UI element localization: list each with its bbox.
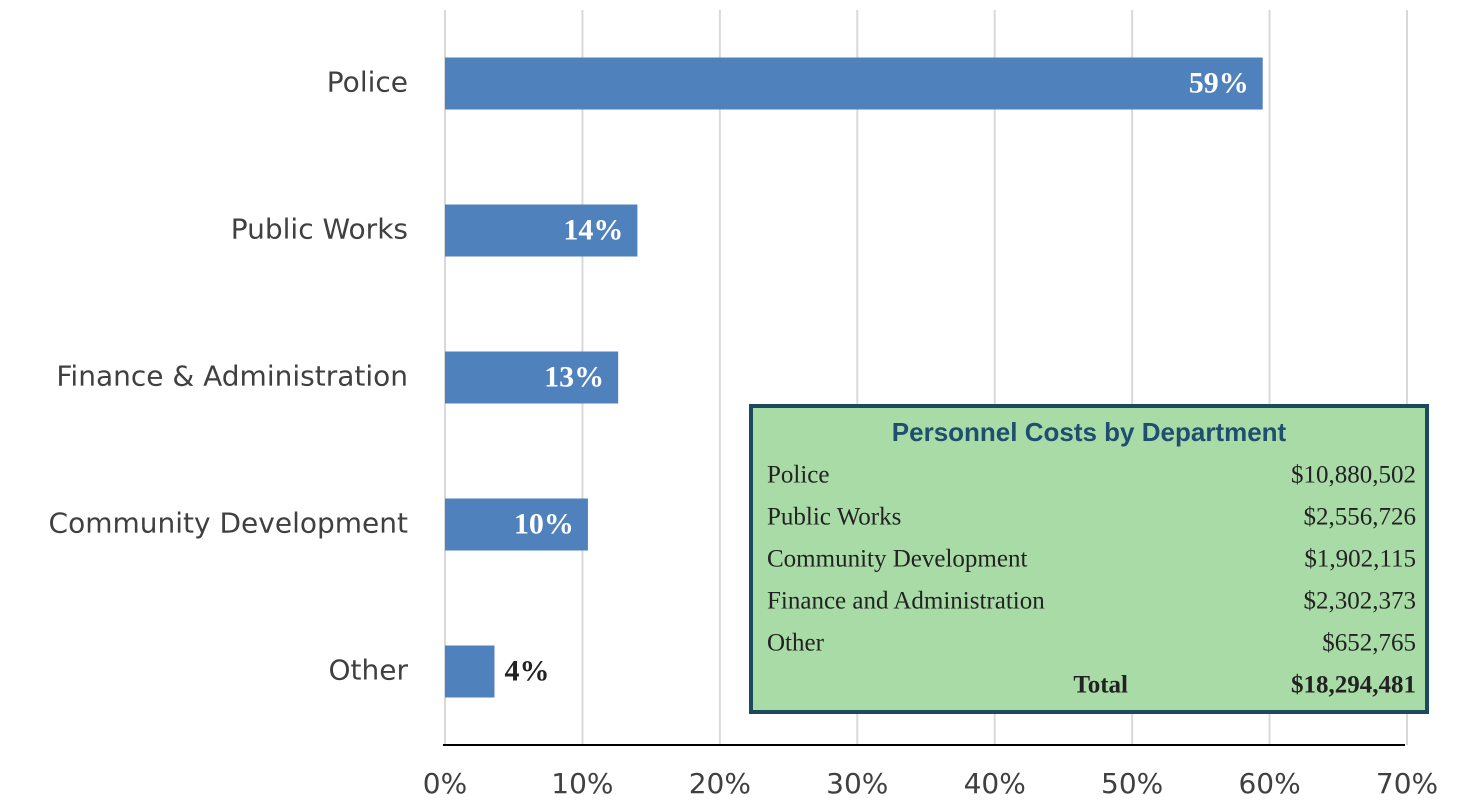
- table-box: [749, 404, 1429, 714]
- category-label: Finance & Administration: [56, 360, 408, 393]
- table-amount: $2,302,373: [1304, 588, 1417, 615]
- bar: [445, 351, 619, 404]
- x-tick-label: 70%: [1376, 767, 1438, 800]
- data-label: 4%: [504, 654, 549, 687]
- bar: [445, 204, 638, 257]
- x-tick-label: 60%: [1238, 767, 1300, 800]
- x-tick-label: 10%: [551, 767, 613, 800]
- category-label: Community Development: [49, 507, 408, 540]
- bar: [445, 645, 495, 698]
- table-name: Public Works: [767, 504, 901, 531]
- table-total-amount: $18,294,481: [1291, 672, 1416, 699]
- table-name: Community Development: [767, 546, 1027, 573]
- x-tick-label: 0%: [423, 767, 467, 800]
- bar: [445, 57, 1263, 110]
- category-label: Public Works: [231, 213, 408, 246]
- x-tick-label: 50%: [1101, 767, 1163, 800]
- table-total-label: Total: [1073, 672, 1128, 699]
- bar: [445, 498, 588, 551]
- data-label: 59%: [1189, 66, 1249, 99]
- table-amount: $2,556,726: [1304, 504, 1417, 531]
- category-label: Other: [328, 654, 408, 687]
- table-name: Other: [767, 630, 825, 657]
- data-label: 10%: [514, 507, 574, 540]
- x-tick-label: 40%: [964, 767, 1026, 800]
- data-label: 14%: [563, 213, 623, 246]
- table-name: Police: [767, 462, 830, 489]
- data-label: 13%: [544, 360, 604, 393]
- table-title: Personnel Costs by Department: [892, 417, 1287, 447]
- x-tick-label: 30%: [826, 767, 888, 800]
- table-amount: $652,765: [1322, 630, 1416, 657]
- table-amount: $1,902,115: [1304, 546, 1416, 573]
- table-name: Finance and Administration: [767, 588, 1045, 615]
- table-amount: $10,880,502: [1291, 462, 1416, 489]
- category-label: Police: [327, 66, 408, 99]
- x-tick-label: 20%: [689, 767, 751, 800]
